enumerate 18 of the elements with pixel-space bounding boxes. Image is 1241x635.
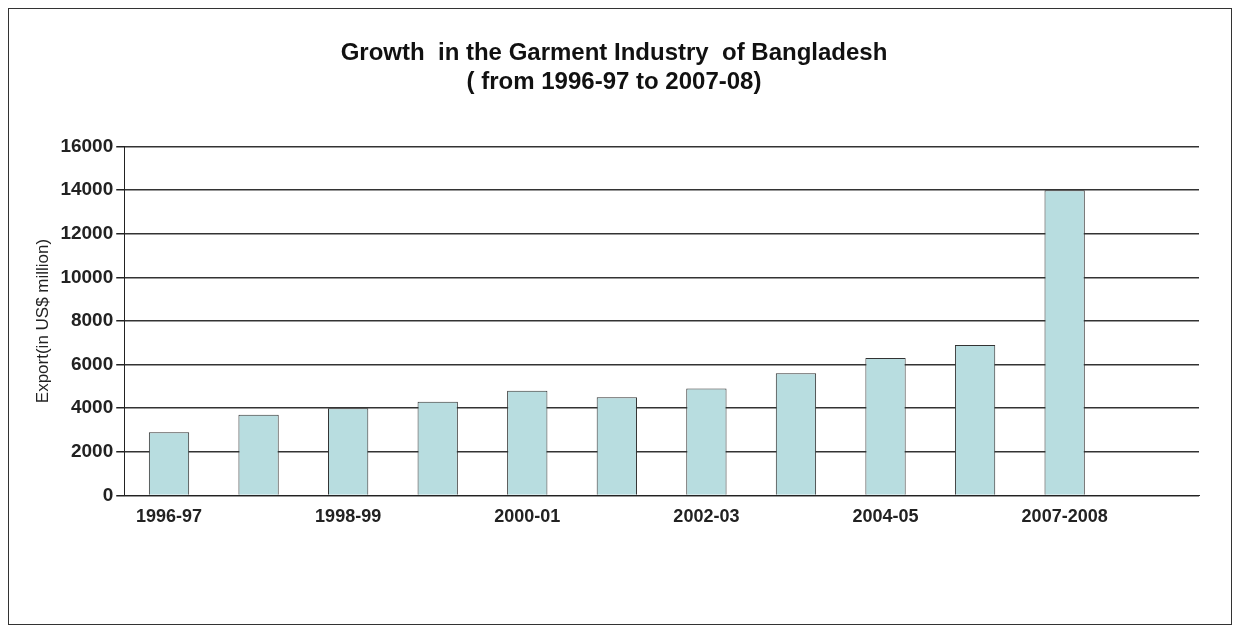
y-tick-label: 6000 bbox=[70, 352, 114, 374]
y-tick-label: 0 bbox=[102, 483, 114, 505]
y-tick-label: 10000 bbox=[60, 265, 114, 287]
text: ( from 1996-97 to 2007-08) bbox=[466, 66, 762, 94]
text: Growth in the Garment Industry of Bangladesh bbox=[340, 38, 888, 66]
y-axis-title: Export(in US$ million) bbox=[32, 238, 52, 404]
x-tick-label: 1996-97 bbox=[135, 506, 203, 527]
x-tick-label: 2002-03 bbox=[673, 506, 740, 527]
x-tick-label: 2004-05 bbox=[852, 506, 919, 527]
y-tick-label: 2000 bbox=[70, 440, 114, 462]
y-tick-label: 8000 bbox=[70, 309, 114, 331]
x-tick-label: 2007-2008 bbox=[1021, 506, 1108, 527]
y-tick-label: 12000 bbox=[60, 222, 114, 244]
y-tick-label: 14000 bbox=[60, 178, 114, 200]
x-tick-label: 1998-99 bbox=[315, 506, 382, 527]
x-tick-label: 2000-01 bbox=[494, 506, 561, 527]
y-tick-label: 4000 bbox=[70, 396, 114, 418]
y-tick-label: 16000 bbox=[60, 134, 114, 156]
